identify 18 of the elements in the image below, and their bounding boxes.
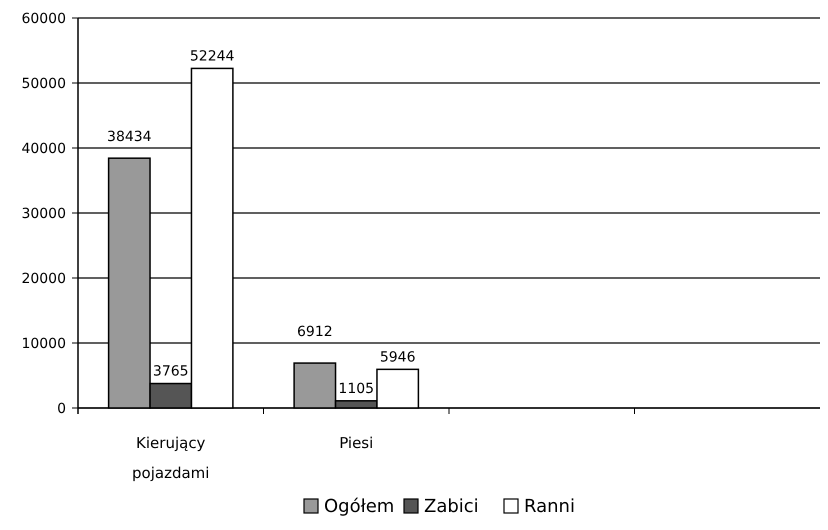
data-label: 5946 <box>380 349 416 366</box>
y-tick-label: 10000 <box>21 336 66 352</box>
data-label: 6912 <box>297 324 333 340</box>
legend-label: Ogółem <box>324 496 394 517</box>
y-tick-label: 60000 <box>21 10 66 27</box>
y-tick-label: 30000 <box>21 206 66 222</box>
y-tick-label: 40000 <box>21 140 66 157</box>
x-tick-label: Kierujący pojazdami <box>132 434 210 482</box>
data-label: 3765 <box>152 364 189 380</box>
y-tick-label: 20000 <box>21 270 66 287</box>
y-tick-label: 50000 <box>21 76 66 92</box>
legend-label: Zabici <box>424 496 479 517</box>
legend-label: Ranni <box>524 496 575 517</box>
y-tick-label: 0 <box>57 400 66 417</box>
data-label: 52244 <box>190 48 235 64</box>
x-tick-label: Piesi <box>339 434 374 452</box>
data-label: 1105 <box>338 380 374 397</box>
data-label: 38434 <box>107 129 152 145</box>
